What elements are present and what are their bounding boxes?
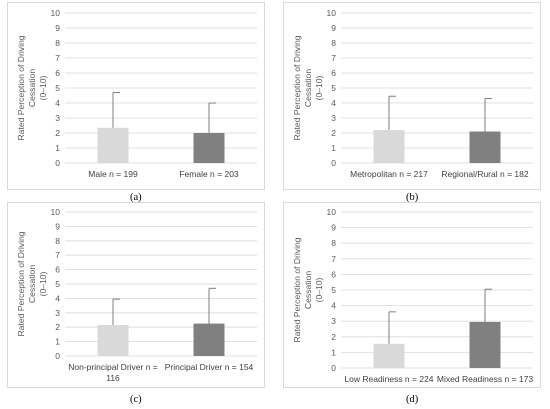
category-label: Metropolitan n = 217: [350, 169, 428, 179]
bar: [193, 323, 225, 356]
y-axis-label: (0–10): [314, 277, 324, 302]
y-tick-label: 5: [55, 279, 60, 289]
y-axis-label: Cessation: [303, 69, 313, 107]
y-axis-label: Cessation: [27, 69, 37, 107]
y-tick-label: 6: [55, 265, 60, 275]
y-tick-label: 3: [331, 113, 336, 123]
bar: [193, 133, 225, 163]
bar: [469, 321, 501, 368]
category-label: Non-principal Driver n =: [68, 362, 158, 372]
chart-panel: 0 1 2 3 4 5 6 7 8 9 10 Rated Perception of Driving C…: [7, 2, 265, 190]
y-tick-label: 7: [331, 254, 336, 264]
y-tick-label: 3: [55, 113, 60, 123]
category-label: 116: [106, 373, 120, 383]
y-tick-label: 1: [55, 337, 60, 347]
panel-label: (b): [406, 192, 419, 203]
y-tick-label: 2: [331, 128, 336, 138]
category-label: Low Readiness n = 224: [344, 374, 433, 384]
panel-label: (a): [130, 192, 142, 203]
y-tick-label: 9: [55, 23, 60, 33]
chart-panel: 0 1 2 3 4 5 6 7 8 9 10 Rated Perception of Driving C…: [7, 202, 265, 388]
y-tick-label: 1: [331, 347, 336, 357]
y-tick-label: 0: [55, 158, 60, 168]
y-axis-label: Rated Perception of Driving: [292, 237, 302, 342]
panel-label: (d): [406, 394, 419, 405]
y-axis-label: (0–10): [314, 75, 324, 100]
y-tick-label: 7: [331, 53, 336, 63]
y-tick-label: 2: [331, 332, 336, 342]
y-axis-label: Rated Perception of Driving: [16, 231, 26, 336]
y-tick-label: 3: [331, 316, 336, 326]
y-tick-label: 0: [331, 363, 336, 373]
y-tick-label: 4: [55, 98, 60, 108]
y-tick-label: 3: [55, 308, 60, 318]
y-tick-label: 2: [55, 322, 60, 332]
y-tick-label: 6: [55, 68, 60, 78]
bar: [373, 130, 405, 163]
y-tick-label: 10: [51, 8, 61, 18]
chart-panel: 0 1 2 3 4 5 6 7 8 9 10 Rated Perception of Driving C…: [283, 2, 541, 190]
y-tick-label: 9: [331, 23, 336, 33]
category-label: Regional/Rural n = 182: [441, 169, 528, 179]
y-tick-label: 1: [331, 143, 336, 153]
y-tick-label: 4: [331, 98, 336, 108]
bar: [373, 343, 405, 368]
y-tick-label: 0: [331, 158, 336, 168]
y-tick-label: 6: [331, 269, 336, 279]
y-tick-label: 7: [55, 250, 60, 260]
y-axis-label: Rated Perception of Driving: [292, 35, 302, 140]
bar: [469, 131, 501, 163]
y-tick-label: 4: [331, 301, 336, 311]
y-tick-label: 5: [55, 83, 60, 93]
chart-frame: [7, 202, 265, 388]
y-tick-label: 8: [331, 38, 336, 48]
y-tick-label: 2: [55, 128, 60, 138]
y-tick-label: 5: [331, 285, 336, 295]
y-tick-label: 9: [55, 221, 60, 231]
category-label: Mixed Readiness n = 173: [437, 374, 533, 384]
y-tick-label: 8: [331, 238, 336, 248]
y-axis-label: (0–10): [38, 75, 48, 100]
bar: [97, 127, 129, 163]
y-axis-label: Rated Perception of Driving: [16, 35, 26, 140]
bar: [97, 325, 129, 356]
panel-label: (c): [130, 394, 142, 405]
y-tick-label: 0: [55, 351, 60, 361]
y-tick-label: 1: [55, 143, 60, 153]
category-label: Male n = 199: [88, 169, 138, 179]
y-tick-label: 10: [51, 207, 61, 217]
y-tick-label: 8: [55, 38, 60, 48]
y-tick-label: 4: [55, 293, 60, 303]
chart-panel: 0 1 2 3 4 5 6 7 8 9 10 Rated Perception of Driving C…: [283, 202, 541, 388]
category-label: Principal Driver n = 154: [165, 362, 254, 372]
category-label: Female n = 203: [179, 169, 239, 179]
y-tick-label: 7: [55, 53, 60, 63]
y-axis-label: Cessation: [303, 271, 313, 309]
y-axis-label: (0–10): [38, 271, 48, 296]
y-tick-label: 6: [331, 68, 336, 78]
y-tick-label: 10: [327, 8, 337, 18]
y-tick-label: 9: [331, 223, 336, 233]
y-tick-label: 8: [55, 236, 60, 246]
y-axis-label: Cessation: [27, 265, 37, 303]
y-tick-label: 5: [331, 83, 336, 93]
y-tick-label: 10: [327, 207, 337, 217]
